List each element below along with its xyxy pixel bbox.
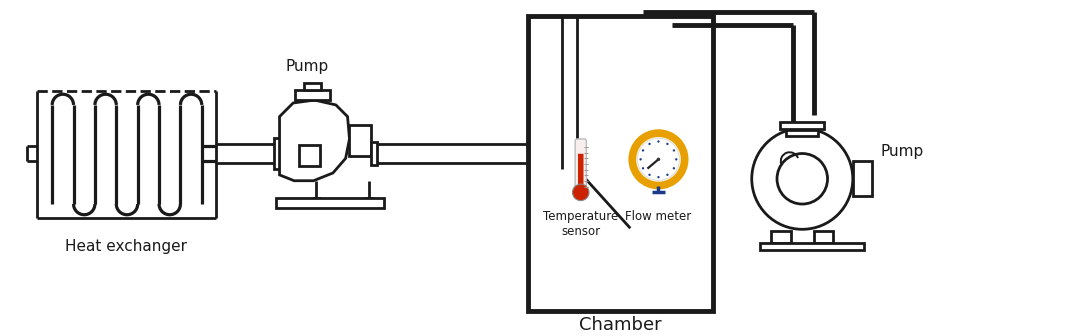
Bar <box>786 130 818 136</box>
Polygon shape <box>280 100 349 181</box>
Circle shape <box>637 138 679 180</box>
Circle shape <box>666 174 669 176</box>
Circle shape <box>777 154 828 204</box>
Bar <box>371 142 376 165</box>
Bar <box>274 138 280 169</box>
Bar <box>771 231 790 243</box>
Bar <box>814 231 833 243</box>
Circle shape <box>573 184 589 201</box>
Text: Flow meter: Flow meter <box>626 210 691 223</box>
Circle shape <box>673 167 675 169</box>
Circle shape <box>673 149 675 152</box>
Text: Pump: Pump <box>880 144 923 159</box>
Circle shape <box>657 158 660 161</box>
Circle shape <box>648 174 650 176</box>
Circle shape <box>632 133 685 185</box>
Bar <box>299 145 320 166</box>
Circle shape <box>751 128 852 229</box>
Bar <box>528 15 713 311</box>
Circle shape <box>648 143 650 145</box>
Bar <box>295 90 330 100</box>
Bar <box>852 161 872 196</box>
Bar <box>275 198 385 208</box>
Circle shape <box>666 143 669 145</box>
Circle shape <box>640 158 642 161</box>
Bar <box>349 125 371 157</box>
Circle shape <box>675 158 677 161</box>
Bar <box>780 122 825 129</box>
Bar <box>760 243 864 250</box>
Text: Pump: Pump <box>285 59 328 74</box>
Text: Temperature
sensor: Temperature sensor <box>543 210 618 238</box>
Circle shape <box>657 140 660 143</box>
Text: Heat exchanger: Heat exchanger <box>66 239 187 254</box>
Bar <box>304 83 321 90</box>
Text: Chamber: Chamber <box>579 316 662 334</box>
Circle shape <box>642 167 644 169</box>
FancyBboxPatch shape <box>575 139 586 193</box>
Circle shape <box>657 176 660 178</box>
FancyBboxPatch shape <box>578 154 584 191</box>
Circle shape <box>642 149 644 152</box>
